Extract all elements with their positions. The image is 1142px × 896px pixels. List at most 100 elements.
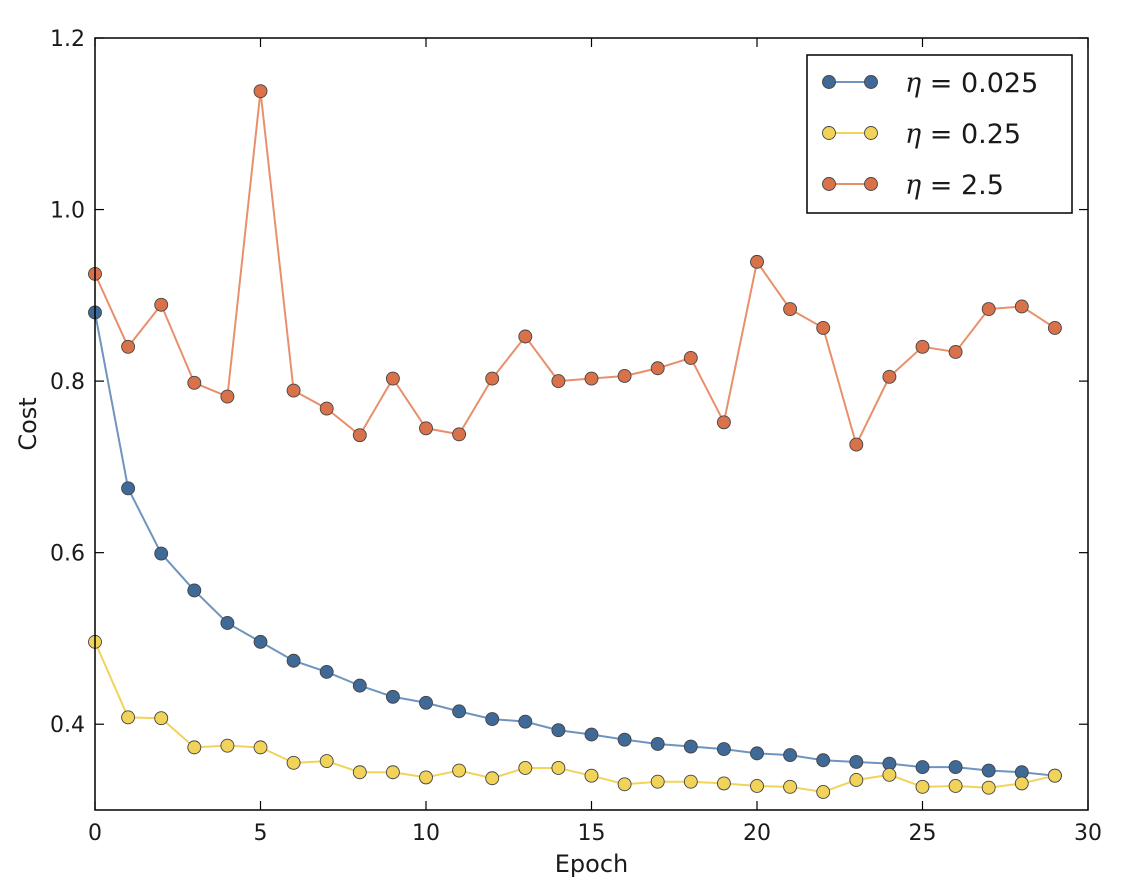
data-point [750, 779, 764, 793]
axis-ticks: 0 5 10 15 20 25 30 0.4 0.6 0.8 1.0 1.2 [50, 27, 1102, 846]
data-point [319, 401, 334, 416]
data-point [452, 704, 467, 719]
y-tick-label: 1.0 [50, 199, 85, 224]
data-point [849, 755, 864, 769]
legend-symbol: η [905, 68, 921, 99]
data-point [683, 774, 698, 789]
data-point [915, 339, 930, 354]
data-point [716, 776, 731, 791]
legend-value: = 2.5 [921, 170, 1004, 201]
data-point [551, 374, 566, 389]
legend-marker [864, 75, 878, 89]
data-point [485, 712, 500, 727]
legend-marker [822, 126, 836, 140]
data-point [518, 761, 533, 775]
data-point [551, 761, 566, 775]
legend-marker [822, 177, 836, 191]
legend-marker [822, 75, 836, 89]
data-point [286, 653, 301, 668]
legend-marker [864, 177, 878, 191]
x-tick-label: 25 [909, 821, 937, 846]
data-point [551, 723, 566, 738]
data-point [220, 389, 235, 404]
data-point [419, 421, 433, 436]
data-point [385, 765, 400, 780]
data-point [584, 727, 599, 742]
data-point [617, 777, 632, 792]
y-tick-label: 0.8 [50, 370, 85, 395]
data-point [783, 748, 798, 763]
legend-label: η = 0.25 [905, 119, 1021, 150]
data-point [121, 710, 136, 725]
x-tick-label: 30 [1074, 821, 1102, 846]
data-point [915, 760, 930, 775]
legend-marker [864, 126, 878, 140]
data-point [981, 763, 996, 778]
data-point [882, 369, 897, 384]
data-point [1047, 320, 1062, 335]
data-point [783, 779, 798, 794]
series-2 [88, 84, 1062, 452]
data-point [849, 437, 864, 452]
data-point [121, 481, 136, 496]
y-tick-label: 0.4 [50, 713, 85, 738]
data-point [716, 415, 731, 430]
data-point [650, 737, 665, 751]
data-point [253, 84, 268, 99]
y-axis-label: Cost [14, 397, 42, 450]
legend-item: η = 0.025 [822, 68, 1038, 99]
data-point [816, 320, 831, 335]
series-0 [88, 305, 1062, 783]
data-point [187, 375, 202, 390]
data-point [452, 427, 467, 442]
series-line [94, 641, 1056, 794]
data-point [385, 689, 400, 704]
data-point [121, 339, 136, 354]
x-tick-label: 15 [578, 821, 606, 846]
data-point [154, 711, 169, 726]
data-point [683, 351, 698, 365]
data-point [253, 740, 268, 755]
plot-area [88, 84, 1062, 799]
data-point [981, 302, 996, 317]
data-point [319, 664, 334, 679]
data-point [981, 780, 996, 795]
data-point [948, 779, 963, 793]
series-line [94, 312, 1056, 777]
data-point [716, 742, 731, 757]
data-point [882, 767, 897, 782]
data-point [286, 383, 301, 398]
data-point [220, 616, 235, 630]
data-point [253, 634, 268, 649]
data-point [485, 371, 500, 386]
data-point [683, 739, 698, 754]
legend-value: = 0.025 [921, 68, 1038, 99]
data-point [352, 678, 367, 693]
data-point [485, 771, 500, 786]
legend-label: η = 2.5 [905, 170, 1004, 201]
data-point [518, 714, 533, 729]
data-point [352, 428, 367, 443]
data-point [220, 738, 235, 753]
data-point [319, 754, 334, 769]
data-point [187, 740, 202, 755]
series-line [94, 91, 1056, 448]
y-tick-label: 0.6 [50, 542, 85, 567]
series-1 [88, 634, 1062, 799]
legend-label: η = 0.025 [905, 68, 1038, 99]
data-point [419, 695, 433, 710]
data-point [352, 765, 367, 780]
legend-value: = 0.25 [921, 119, 1021, 150]
data-point [750, 746, 764, 761]
legend-symbol: η [905, 119, 921, 150]
data-point [750, 254, 764, 269]
data-point [948, 344, 963, 359]
x-tick-label: 10 [412, 821, 440, 846]
data-point [1047, 768, 1062, 783]
legend-item: η = 0.25 [822, 119, 1021, 150]
data-point [385, 371, 400, 386]
data-point [849, 773, 864, 787]
legend-item: η = 2.5 [822, 170, 1004, 201]
